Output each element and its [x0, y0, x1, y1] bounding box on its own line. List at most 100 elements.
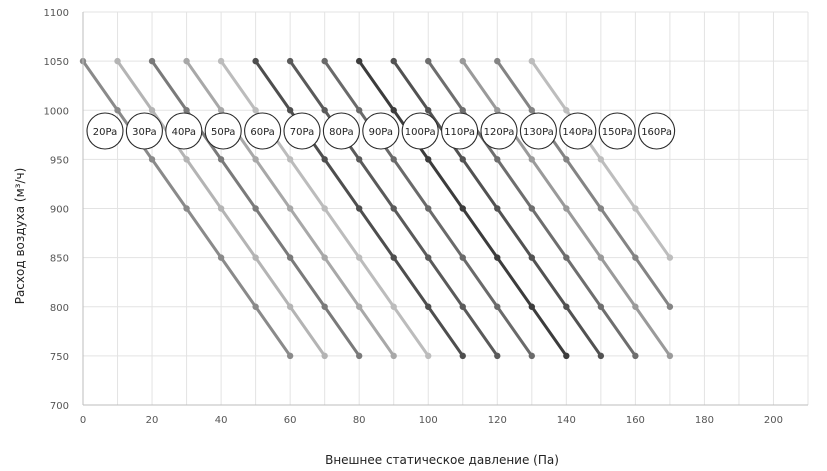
pressure-label-bubbles: 20Pa 30Pa 40Pa 50Pa 60Pa 70Pa 80Pa 90Pa 100Pa 110…: [86, 112, 676, 150]
data-point: [321, 205, 328, 212]
data-point: [321, 303, 328, 310]
data-point: [286, 205, 294, 212]
bubble-circle: [362, 112, 400, 150]
data-point: [390, 156, 397, 163]
bubble-label: 70Pa: [290, 127, 314, 138]
data-point: [563, 254, 570, 261]
data-point: [459, 205, 466, 212]
data-point: [390, 352, 397, 360]
data-point: [355, 352, 363, 360]
data-point: [632, 205, 639, 212]
bubble-circle: [559, 112, 597, 150]
data-point: [459, 156, 466, 163]
bubble-circle: [283, 112, 321, 150]
bubble-circle: [244, 112, 282, 150]
series-line: [495, 59, 672, 309]
data-point: [252, 57, 259, 65]
data-point: [321, 156, 328, 163]
data-point: [148, 156, 156, 163]
data-point: [597, 205, 605, 212]
data-point: [597, 254, 605, 261]
pressure-bubble: 140Pa: [559, 112, 597, 150]
data-point: [217, 254, 225, 261]
x-tick-label: 180: [695, 415, 714, 426]
series-120pa: [425, 57, 639, 360]
x-tick-label: 200: [764, 415, 783, 426]
data-point: [252, 107, 259, 114]
data-point: [459, 107, 466, 114]
bubble-circle: [204, 112, 242, 150]
series-80pa: [286, 57, 501, 360]
data-point: [321, 107, 328, 114]
data-point: [459, 57, 466, 65]
data-point: [597, 352, 605, 360]
data-point: [597, 303, 605, 310]
data-point: [425, 57, 432, 65]
x-tick-label: 160: [626, 415, 645, 426]
bubble-label: 150Pa: [602, 127, 633, 138]
bubble-circle: [441, 112, 479, 150]
bubble-label: 160Pa: [641, 127, 672, 138]
data-point: [148, 57, 156, 65]
pressure-bubble: 20Pa: [86, 112, 124, 150]
data-point: [425, 303, 432, 310]
bubble-label: 30Pa: [132, 127, 156, 138]
data-point: [217, 205, 225, 212]
data-point: [286, 303, 294, 310]
pressure-bubble: 50Pa: [204, 112, 242, 150]
bubble-label: 50Pa: [211, 127, 235, 138]
pressure-bubble: 60Pa: [244, 112, 282, 150]
data-point: [425, 156, 432, 163]
bubble-label: 110Pa: [444, 127, 475, 138]
data-point: [252, 205, 259, 212]
data-point: [494, 57, 501, 65]
data-point: [390, 254, 397, 261]
bubble-circle: [125, 112, 163, 150]
series-70pa: [252, 57, 466, 360]
bubble-circle: [165, 112, 203, 150]
data-point: [528, 57, 536, 65]
data-point: [355, 156, 363, 163]
series-150pa: [528, 57, 674, 261]
series-90pa: [321, 57, 536, 360]
data-point: [459, 352, 466, 360]
bubble-label: 60Pa: [250, 127, 274, 138]
series-130pa: [459, 57, 674, 360]
data-point: [286, 107, 294, 114]
data-point: [563, 107, 570, 114]
data-point: [286, 254, 294, 261]
data-point: [321, 254, 328, 261]
y-tick-label: 900: [50, 205, 69, 216]
data-point: [217, 156, 225, 163]
data-point: [286, 156, 294, 163]
data-point: [390, 303, 397, 310]
data-point: [563, 156, 570, 163]
data-point: [252, 303, 259, 310]
bubble-label: 80Pa: [329, 127, 353, 138]
data-point: [563, 352, 570, 360]
data-point: [321, 352, 328, 360]
data-point: [390, 57, 397, 65]
y-axis-title: Расход воздуха (м³/ч): [13, 168, 27, 305]
data-point: [425, 205, 432, 212]
x-axis-title: Внешнее статическое давление (Па): [325, 453, 559, 467]
series-60pa: [217, 57, 432, 360]
series-30pa: [114, 57, 328, 360]
data-point: [217, 107, 225, 114]
data-point: [666, 303, 674, 310]
x-tick-label: 80: [353, 415, 366, 426]
data-point: [494, 352, 501, 360]
pressure-bubble: 100Pa: [401, 112, 439, 150]
data-point: [632, 352, 639, 360]
data-point: [252, 254, 259, 261]
data-point: [114, 57, 121, 65]
pressure-bubble: 160Pa: [638, 112, 676, 150]
bubble-label: 120Pa: [484, 127, 515, 138]
pressure-bubble: 110Pa: [441, 112, 479, 150]
y-tick-label: 950: [50, 155, 69, 166]
series-110pa: [390, 57, 605, 360]
pressure-bubble: 150Pa: [598, 112, 636, 150]
chart-axes: 0 20 40 60 80 100 120 140 160 180 200 700 750 800 850 9…: [44, 8, 808, 426]
x-tick-label: 60: [284, 415, 297, 426]
